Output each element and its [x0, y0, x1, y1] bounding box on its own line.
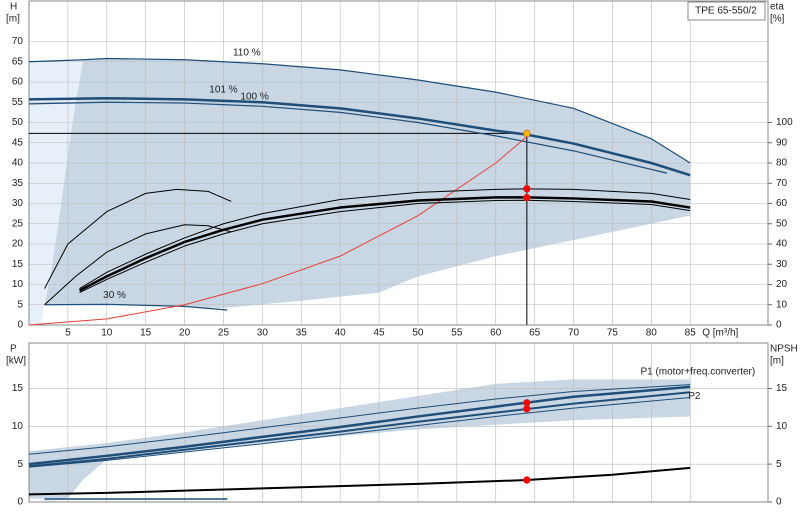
curve: [28, 391, 691, 468]
x-tick-label: 15: [140, 328, 152, 339]
y-axis-label: H: [10, 2, 17, 13]
y2-axis-unit: [%]: [770, 14, 785, 25]
x-tick-label: 45: [373, 328, 385, 339]
curve: [28, 101, 668, 174]
y2-tick-label: 100: [776, 117, 793, 128]
y-tick-label: 70: [12, 36, 24, 47]
x-tick-label: 10: [101, 328, 113, 339]
series-label: 100 %: [240, 92, 268, 103]
plot-frame: [28, 342, 769, 503]
curve: [44, 303, 228, 311]
y-axis-unit: [kW]: [6, 356, 26, 367]
curve: [28, 96, 691, 177]
y-tick-label: 0: [17, 497, 23, 508]
y-tick-label: 15: [12, 259, 24, 270]
x-tick-label: 70: [568, 328, 580, 339]
curve: [78, 196, 691, 292]
y2-axis-label: NPSH: [770, 344, 798, 355]
y-tick-label: 55: [12, 97, 24, 108]
curve: [44, 224, 232, 306]
curve: [28, 57, 691, 164]
curve: [28, 384, 691, 455]
curve: [28, 385, 691, 466]
curve: [79, 188, 691, 289]
y-tick-label: 60: [12, 77, 24, 88]
y-tick-label: 5: [17, 299, 23, 310]
y-tick-label: 10: [12, 421, 24, 432]
x-tick-label: 5: [65, 328, 71, 339]
series-label: P2: [688, 391, 701, 402]
curve: [28, 466, 691, 496]
y-tick-label: 5: [17, 459, 23, 470]
series-label: P1 (motor+freq.converter): [640, 367, 755, 378]
operating-point: [523, 405, 531, 413]
y-tick-label: 40: [12, 158, 24, 169]
plot-frame: [28, 0, 769, 326]
curve: [28, 136, 528, 326]
y-tick-label: 65: [12, 56, 24, 67]
y2-tick-label: 10: [776, 421, 788, 432]
series-label: 101 %: [209, 84, 237, 95]
y-tick-label: 50: [12, 117, 24, 128]
x-tick-label: 20: [179, 328, 191, 339]
title-box: [687, 1, 766, 21]
y-tick-label: 15: [12, 383, 24, 394]
operating-point: [523, 476, 531, 484]
x-tick-label: 75: [607, 328, 619, 339]
y2-tick-label: 10: [776, 299, 788, 310]
x-tick-label: 25: [218, 328, 230, 339]
y2-tick-label: 30: [776, 259, 788, 270]
x-tick-label: 50: [412, 328, 424, 339]
y-tick-label: 0: [17, 320, 23, 331]
x-tick-label: 60: [490, 328, 502, 339]
series-label: 30 %: [103, 290, 126, 301]
y2-tick-label: 90: [776, 137, 788, 148]
curve: [44, 188, 232, 289]
operating-point: [523, 184, 531, 193]
y2-tick-label: 70: [776, 178, 788, 189]
y-axis-label: P: [10, 344, 17, 355]
y2-tick-label: 80: [776, 158, 788, 169]
y-tick-label: 20: [12, 239, 24, 250]
curve: [79, 199, 691, 294]
x-tick-label: 30: [257, 328, 269, 339]
x-tick-label: 85: [685, 328, 697, 339]
operating-point: [523, 129, 531, 138]
y2-axis-unit: [m]: [770, 356, 784, 367]
y2-tick-label: 0: [776, 497, 782, 508]
x-axis-label: Q [m³/h]: [702, 328, 738, 339]
y-tick-label: 30: [12, 198, 24, 209]
series-label: 110 %: [233, 48, 261, 59]
x-tick-label: 55: [451, 328, 463, 339]
chart-title: TPE 65-550/2: [695, 6, 757, 17]
y2-tick-label: 15: [776, 383, 788, 394]
y-tick-label: 10: [12, 279, 24, 290]
y2-tick-label: 0: [776, 320, 782, 331]
y-tick-label: 25: [12, 218, 24, 229]
x-tick-label: 65: [529, 328, 541, 339]
y2-tick-label: 50: [776, 218, 788, 229]
curve: [28, 397, 691, 468]
y2-tick-label: 20: [776, 279, 788, 290]
operating-range: [29, 59, 84, 325]
x-tick-label: 80: [646, 328, 658, 339]
y2-tick-label: 40: [776, 239, 788, 250]
x-tick-label: 35: [296, 328, 308, 339]
x-tick-label: 40: [335, 328, 347, 339]
y-tick-label: 35: [12, 178, 24, 189]
operating-point: [523, 193, 531, 202]
y2-axis-label: eta: [770, 2, 784, 13]
y2-tick-label: 5: [776, 459, 782, 470]
y-axis-unit: [m]: [6, 14, 20, 25]
y-tick-label: 45: [12, 137, 24, 148]
y2-tick-label: 60: [776, 198, 788, 209]
